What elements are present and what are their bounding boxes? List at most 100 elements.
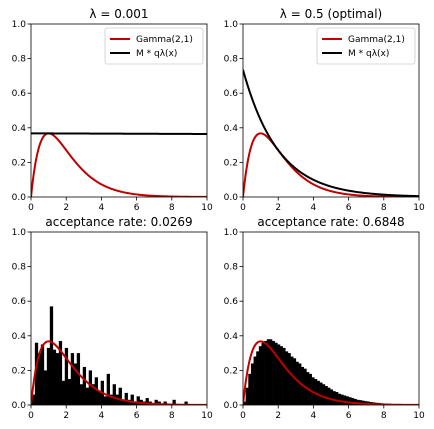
x-tick-label: 6 [134, 203, 140, 213]
axes-frame [30, 23, 208, 198]
envelope-line [243, 69, 419, 197]
panel-2: 0 2 4 6 8 10 0.0 0.2 0.4 0.6 0.8 1.0 λ = 0.5 (optima… [224, 7, 425, 213]
y-tick-label: 1.0 [224, 20, 239, 30]
hist-bar [109, 394, 113, 405]
hist-bar [295, 361, 299, 405]
hist-bar [97, 391, 101, 405]
gamma-density-line [31, 132, 207, 197]
hist-bar [67, 379, 72, 405]
hist-bar [112, 384, 116, 405]
hist-bar [332, 391, 336, 405]
hist-bar [327, 387, 331, 405]
hist-bar [136, 396, 140, 405]
hist-bar [279, 346, 283, 405]
axes-frame [30, 231, 208, 406]
y-tick-label: 0.8 [12, 263, 27, 273]
hist-bar [127, 399, 131, 405]
y-tick-label: 0.2 [224, 366, 238, 376]
y-tick-label: 0.8 [12, 55, 27, 65]
y-tick-label: 0.2 [12, 158, 26, 168]
y-tick-label: 0.6 [12, 89, 27, 99]
hist-bar [88, 370, 93, 405]
hist-bar [58, 340, 63, 405]
panel-title: acceptance rate: 0.0269 [45, 215, 192, 229]
x-tick-label: 0 [28, 203, 34, 213]
hist-bar [340, 394, 344, 405]
hist-bar [248, 373, 252, 405]
y-tick-label: 0.4 [224, 124, 239, 134]
y-tick-label: 0.8 [224, 263, 239, 273]
x-tick-label: 4 [311, 411, 317, 421]
x-tick-label: 10 [413, 203, 425, 213]
hist-bar [335, 392, 339, 405]
hist-bar [314, 379, 318, 405]
x-tick-label: 0 [240, 411, 246, 421]
legend-entry: Gamma(2,1) [348, 35, 405, 45]
hist-bar [124, 392, 128, 405]
hist-bar [277, 344, 281, 405]
hist-bar [282, 347, 286, 405]
hist-bar [43, 370, 48, 405]
x-tick-label: 8 [381, 411, 387, 421]
hist-bar [285, 351, 289, 405]
panel-3: 0 2 4 6 8 10 0.0 0.2 0.4 0.6 0.8 1.0 acceptance rate… [12, 215, 213, 421]
hist-bar [319, 382, 323, 405]
hist-bar [70, 353, 75, 405]
hist-bar [37, 353, 42, 405]
x-tick-label: 6 [134, 411, 140, 421]
hist-bar [293, 358, 297, 405]
hist-bar [290, 356, 294, 405]
hist-bar [245, 387, 249, 405]
plot-area [31, 132, 207, 197]
hist-bar [52, 349, 57, 405]
hist-bar [184, 401, 188, 405]
panel-title: λ = 0.5 (optimal) [280, 7, 382, 21]
envelope-line [31, 132, 207, 135]
x-tick-label: 10 [201, 411, 213, 421]
hist-bar [272, 340, 275, 405]
hist-bar [121, 399, 125, 405]
x-tick-label: 2 [275, 411, 281, 421]
x-tick-label: 8 [169, 411, 175, 421]
hist-bar [324, 385, 328, 405]
hist-bar [106, 373, 110, 405]
hist-bar [343, 395, 347, 405]
hist-bar [348, 397, 352, 405]
hist-bar [49, 306, 54, 405]
panel-1: 0 2 4 6 8 10 0.0 0.2 0.4 0.6 0.8 1.0 λ = 0.001 Gamma(… [12, 7, 213, 213]
hist-bar [287, 353, 291, 405]
hist-bar [163, 401, 167, 405]
hist-bar [253, 356, 257, 405]
hist-bar [76, 353, 81, 405]
hist-bar [353, 398, 357, 405]
y-tick-label: 0.0 [224, 401, 239, 411]
y-tick-label: 0.6 [224, 89, 239, 99]
hist-bar [269, 339, 273, 405]
hist-bar [118, 387, 122, 405]
x-tick-label: 10 [201, 203, 213, 213]
legend: Gamma(2,1) M * qλ(x) [104, 27, 204, 65]
axes-frame [242, 231, 420, 406]
panel-title: acceptance rate: 0.6848 [257, 215, 404, 229]
hist-bar [258, 346, 262, 405]
hist-bar [61, 380, 66, 405]
y-tick-label: 0.8 [224, 55, 239, 65]
hist-bar [172, 399, 176, 405]
legend-entry: Gamma(2,1) [136, 35, 193, 45]
y-tick-label: 1.0 [12, 20, 27, 30]
y-tick-label: 1.0 [224, 228, 239, 238]
x-tick-label: 6 [346, 203, 352, 213]
legend: Gamma(2,1) M * qλ(x) [316, 27, 416, 65]
y-tick-label: 1.0 [12, 228, 27, 238]
hist-bar [40, 344, 45, 405]
plot-area [243, 69, 419, 197]
y-tick-label: 0.0 [224, 193, 239, 203]
hist-bar [256, 351, 260, 405]
plot-area [31, 306, 207, 405]
panel-title: λ = 0.001 [89, 7, 148, 21]
hist-bar [64, 347, 69, 405]
y-tick-label: 0.0 [12, 193, 27, 203]
hist-bar [103, 396, 107, 405]
hist-bar [264, 340, 268, 405]
hist-bar [266, 339, 270, 405]
